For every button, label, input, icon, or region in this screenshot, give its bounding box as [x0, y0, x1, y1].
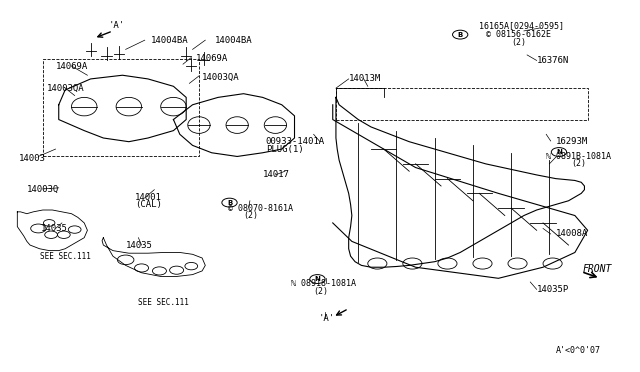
Text: 14017: 14017 [262, 170, 289, 179]
Text: 14004BA: 14004BA [215, 36, 253, 45]
Text: 14003Q: 14003Q [27, 185, 59, 194]
Text: A'<0^0'07: A'<0^0'07 [556, 346, 601, 355]
Text: (2): (2) [244, 211, 259, 220]
Text: 14069A: 14069A [196, 54, 228, 63]
Text: ℕ 08918-1081A: ℕ 08918-1081A [291, 279, 356, 288]
Text: 14004BA: 14004BA [151, 36, 189, 45]
Text: 14003QA: 14003QA [47, 84, 85, 93]
Text: 16376N: 16376N [537, 56, 569, 65]
Text: (2): (2) [572, 159, 587, 169]
Text: (2): (2) [314, 288, 328, 296]
Text: 'A': 'A' [319, 314, 335, 323]
Text: 14013M: 14013M [349, 74, 381, 83]
Text: 14035: 14035 [125, 241, 152, 250]
Text: ℕ 0891B-1081A: ℕ 0891B-1081A [546, 152, 611, 161]
Text: 'A': 'A' [108, 21, 125, 30]
Text: 14003QA: 14003QA [202, 73, 240, 81]
Text: SEE SEC.111: SEE SEC.111 [40, 251, 90, 261]
Text: N: N [556, 149, 562, 155]
Text: 14001: 14001 [135, 193, 162, 202]
Text: 14069A: 14069A [56, 61, 88, 71]
Text: 00933-1401A: 00933-1401A [266, 137, 325, 146]
Text: 14035: 14035 [41, 224, 68, 233]
Text: N: N [314, 276, 321, 282]
Text: © 08156-6162E: © 08156-6162E [486, 30, 550, 39]
Text: 14035P: 14035P [537, 285, 569, 294]
Text: FRONT: FRONT [582, 264, 612, 274]
Text: 16165A[0294-0595]: 16165A[0294-0595] [479, 21, 564, 30]
Text: 16293M: 16293M [556, 137, 588, 146]
Text: PLUG(1): PLUG(1) [266, 145, 303, 154]
Text: 14003: 14003 [19, 154, 46, 163]
Text: 14008A: 14008A [556, 230, 588, 238]
Text: SEE SEC.111: SEE SEC.111 [138, 298, 189, 307]
Text: (CAL): (CAL) [135, 200, 162, 209]
Text: B: B [227, 200, 232, 206]
Text: (2): (2) [511, 38, 526, 47]
Text: B: B [458, 32, 463, 38]
Text: © 08070-8161A: © 08070-8161A [228, 203, 292, 213]
